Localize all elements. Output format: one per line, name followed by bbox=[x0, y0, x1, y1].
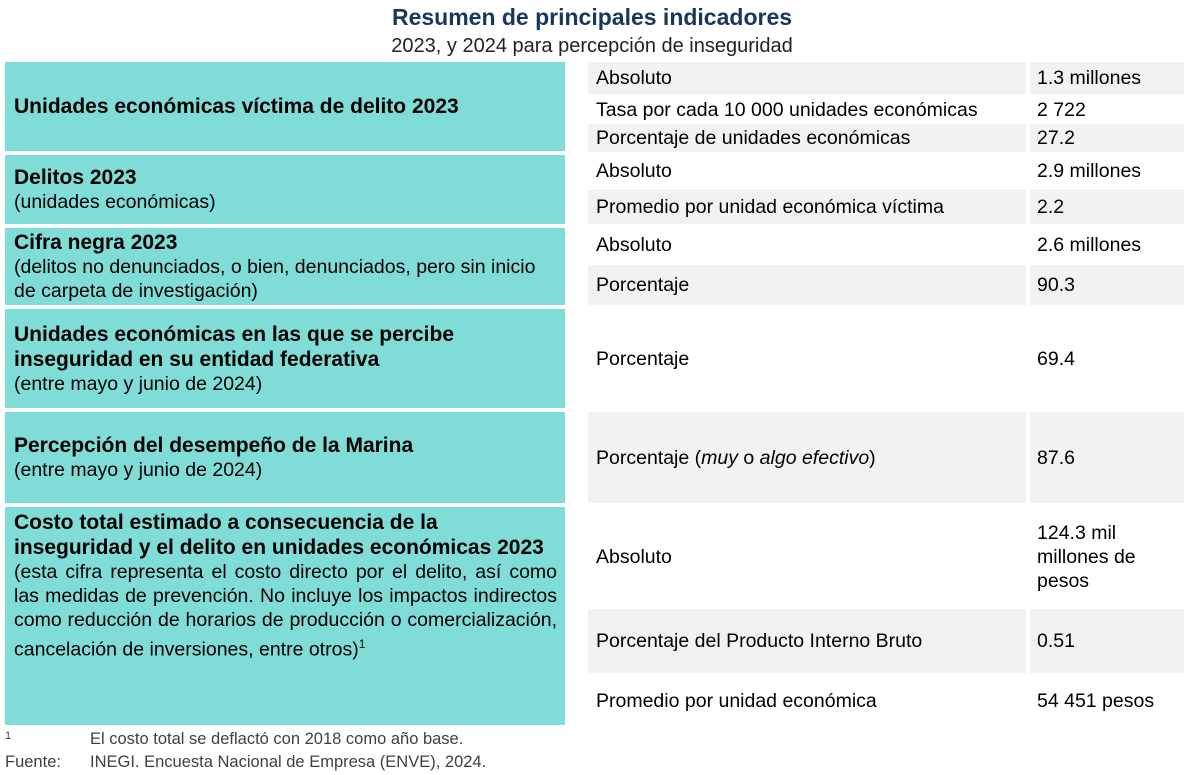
page-subtitle: 2023, y 2024 para percepción de inseguri… bbox=[391, 35, 793, 57]
row-label: Tasa por cada 10 000 unidades económicas bbox=[596, 98, 978, 121]
row-label: Absoluto bbox=[588, 62, 1026, 94]
label-part: muy bbox=[701, 446, 738, 469]
label-part: algo efectivo bbox=[759, 446, 870, 469]
row-label: Porcentaje del Producto Interno Bruto bbox=[588, 609, 1026, 673]
row-value: 2.9 millones bbox=[1037, 160, 1142, 182]
indicator-heading: Unidades económicas en las que se percib… bbox=[14, 322, 455, 371]
indicator-note: (entre mayo y junio de 2024) bbox=[14, 372, 263, 395]
row-value: 27.2 bbox=[1030, 124, 1184, 152]
indicator-heading: Percepción del desempeño de la Marina bbox=[14, 434, 414, 457]
row-label: Porcentaje de unidades económicas bbox=[588, 124, 1026, 152]
footnote-text: El costo total se deflactó con 2018 como… bbox=[90, 730, 464, 748]
source-text: INEGI. Encuesta Nacional de Empresa (ENV… bbox=[90, 753, 487, 771]
label-part: o bbox=[737, 446, 760, 469]
indicator-block: Unidades económicas en las que se percib… bbox=[5, 309, 565, 408]
row-value: 90.3 bbox=[1030, 265, 1184, 305]
indicator-note: (esta cifra representa el costo directo … bbox=[14, 561, 557, 661]
source-label: Fuente: bbox=[5, 753, 61, 771]
row-value: 124.3 mil millones de pesos bbox=[1037, 521, 1136, 592]
indicator-heading: Costo total estimado a consecuencia de l… bbox=[14, 511, 544, 559]
row-value: 69.4 bbox=[1037, 347, 1075, 370]
label-part: ) bbox=[869, 446, 876, 469]
footnote-ref: 1 bbox=[358, 637, 366, 651]
row-value: 1.3 millones bbox=[1030, 62, 1184, 94]
indicator-heading: Cifra negra 2023 bbox=[14, 231, 178, 254]
source-note: Fuente: INEGI. Encuesta Nacional de Empre… bbox=[5, 753, 486, 772]
indicator-note: (delitos no denunciados, o bien, denunci… bbox=[14, 256, 536, 302]
row-value: 0.51 bbox=[1030, 609, 1184, 673]
row-value: 87.6 bbox=[1030, 412, 1184, 503]
row-value: 2.6 millones bbox=[1037, 234, 1142, 256]
indicator-note: (unidades económicas) bbox=[14, 191, 216, 213]
row-label: Absoluto bbox=[596, 160, 672, 182]
row-label: Promedio por unidad económica bbox=[596, 690, 877, 712]
row-label: Absoluto bbox=[596, 234, 672, 256]
row-value: 2 722 bbox=[1037, 98, 1086, 121]
row-label: Porcentaje bbox=[596, 347, 690, 370]
page-title: Resumen de principales indicadores bbox=[391, 4, 793, 30]
indicator-block: Delitos 2023 (unidades económicas) bbox=[5, 155, 565, 224]
indicator-block: Unidades económicas víctima de delito 20… bbox=[5, 62, 565, 151]
row-label: Absoluto bbox=[596, 545, 672, 568]
indicator-block: Percepción del desempeño de la Marina (en… bbox=[5, 412, 565, 503]
row-label: Porcentaje bbox=[588, 265, 1026, 305]
indicator-block: Costo total estimado a consecuencia de l… bbox=[5, 507, 565, 725]
footnote-1: 1 El costo total se deflactó con 2018 com… bbox=[5, 730, 463, 751]
indicator-heading: Unidades económicas víctima de delito 20… bbox=[14, 95, 459, 118]
indicator-heading: Delitos 2023 bbox=[14, 166, 137, 189]
row-value: 2.2 bbox=[1030, 189, 1184, 224]
indicator-note: (entre mayo y junio de 2024) bbox=[14, 459, 263, 481]
row-label: Promedio por unidad económica víctima bbox=[588, 189, 1026, 224]
row-value: 54 451 pesos bbox=[1037, 690, 1155, 712]
row-label: Porcentaje (muy o algo efectivo) bbox=[588, 412, 1026, 503]
indicator-block: Cifra negra 2023 (delitos no denunciados,… bbox=[5, 228, 565, 305]
label-part: Porcentaje ( bbox=[596, 446, 702, 469]
footnote-mark: 1 bbox=[5, 730, 12, 742]
